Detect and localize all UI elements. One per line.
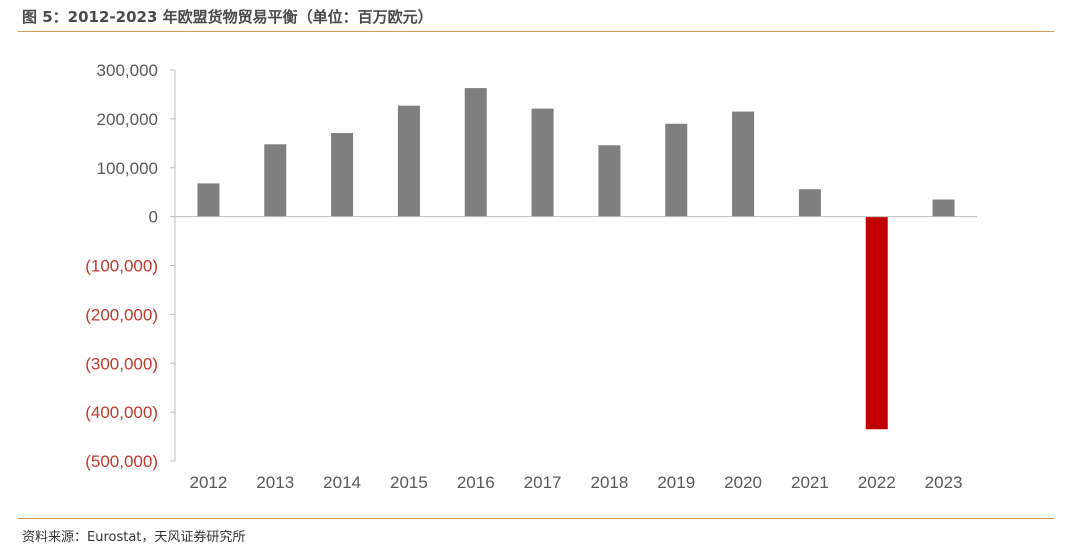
bar-2016 [464,88,487,217]
x-tick-label-2022: 2022 [858,473,896,492]
x-tick-label-2016: 2016 [457,473,495,492]
source-note: 资料来源：Eurostat，天风证券研究所 [22,530,246,545]
y-tick-label: (500,000) [85,452,158,471]
x-tick-label-2013: 2013 [256,473,294,492]
bar-2017 [531,108,554,217]
top-rule [18,31,1054,32]
y-tick-label: (200,000) [85,305,158,324]
x-tick-label-2023: 2023 [925,473,963,492]
bar-2012 [197,183,220,217]
bar-2019 [665,123,688,217]
x-tick-label-2020: 2020 [724,473,762,492]
bar-2014 [331,133,354,217]
y-tick-label: 300,000 [97,61,158,80]
x-axis-ticks: 2012 2013 2014 2015 2016 2017 2018 2019 2020 2021… [190,473,963,492]
bar-2018 [598,145,621,217]
bar-2022 [865,216,888,430]
bar-2013 [264,144,287,217]
y-tick-label: (300,000) [85,354,158,373]
bottom-rule [18,518,1054,519]
y-tick-label: (100,000) [85,257,158,276]
figure-title: 图 5：2012-2023 年欧盟货物贸易平衡（单位：百万欧元） [22,8,433,26]
y-tick-label: 200,000 [97,110,158,129]
bar-2021 [798,189,821,217]
x-tick-label-2015: 2015 [390,473,428,492]
x-tick-label-2019: 2019 [657,473,695,492]
x-tick-label-2018: 2018 [591,473,629,492]
x-tick-label-2014: 2014 [323,473,361,492]
y-tick-label: 100,000 [97,159,158,178]
y-tick-label: 0 [149,208,158,227]
bar-2023 [932,199,955,217]
x-tick-label-2012: 2012 [190,473,228,492]
x-tick-label-2021: 2021 [791,473,829,492]
bar-2015 [397,105,420,217]
bar-2020 [732,111,755,217]
y-tick-label: (400,000) [85,403,158,422]
x-tick-label-2017: 2017 [524,473,562,492]
y-axis-ticks: 300,000 200,000 100,000 0 (100,000) (200,000)… [85,61,175,471]
bars [197,88,955,430]
